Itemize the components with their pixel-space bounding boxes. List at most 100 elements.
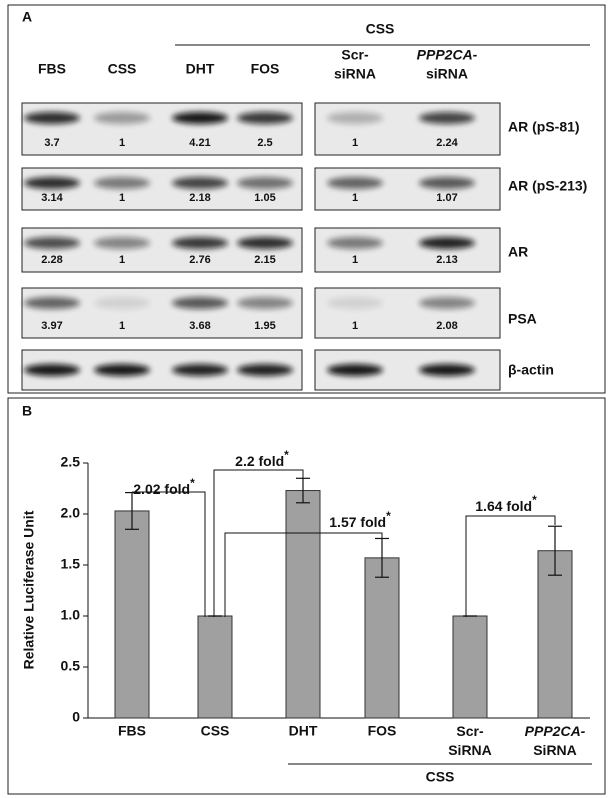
bar (452, 615, 488, 719)
annotation: 2.2 fold* (235, 448, 289, 469)
blot-band (94, 112, 150, 124)
band-value: 1.05 (254, 192, 275, 204)
blot-band (237, 364, 293, 376)
blot-band (327, 237, 383, 249)
panel-b-label: B (22, 403, 32, 419)
band-value: 1 (119, 254, 125, 266)
x-tick-label: CSS (201, 723, 230, 739)
css-header: CSS (366, 21, 395, 37)
x-tick-line: PPP2CA- (525, 723, 586, 739)
panel-a-label: A (22, 9, 32, 25)
blot-band (94, 237, 150, 249)
annotation: 1.57 fold* (329, 509, 391, 530)
band-value: 3.68 (189, 320, 210, 332)
annotation-sup: * (386, 509, 391, 523)
row-label: β-actin (508, 362, 554, 378)
band-value: 1 (119, 192, 125, 204)
blot-band (327, 112, 383, 124)
column-label: FOS (251, 61, 280, 77)
band-value: 2.13 (436, 254, 457, 266)
blot-band (94, 297, 150, 309)
bar (537, 550, 573, 719)
y-tick-label: 0.5 (61, 658, 81, 674)
row-label: AR (pS-81) (508, 119, 580, 135)
annotation-text: 1.64 fold (475, 498, 532, 514)
blot-band (24, 112, 80, 124)
significance-bracket (213, 469, 304, 617)
blot-band (237, 112, 293, 124)
band-value: 2.18 (189, 192, 210, 204)
column-label: siRNA (426, 66, 468, 82)
column-label: CSS (108, 61, 137, 77)
blot-box (21, 102, 303, 156)
annotation: 2.02 fold* (133, 476, 195, 497)
blot-band (237, 177, 293, 189)
annotation-text: 2.2 fold (235, 453, 284, 469)
group-label: CSS (426, 769, 455, 785)
panel-b-frame (7, 397, 606, 795)
blot-band (172, 112, 228, 124)
blot-band (419, 112, 475, 124)
band-value: 1 (352, 320, 358, 332)
blot-band (327, 297, 383, 309)
row-label: AR (pS-213) (508, 178, 587, 194)
column-label: FBS (38, 61, 66, 77)
bar (364, 557, 400, 719)
panel-a-frame (7, 4, 606, 394)
annotation: 1.64 fold* (475, 493, 537, 514)
band-value: 2.24 (436, 137, 458, 149)
y-tick-label: 1.5 (61, 556, 81, 572)
bar-chart: B Relative Luciferase Unit 0 0.5 1.0 1.5 2.0 2.… (21, 403, 592, 785)
blot-box (314, 167, 501, 211)
bar (114, 510, 150, 719)
blot-band (237, 237, 293, 249)
blot-band (327, 364, 383, 376)
blot-panel: FBS CSS DHT FOS Scr-siRNA PPP2CA-siRNA 3.7 1 4.2… (21, 47, 587, 391)
blot-box (21, 167, 303, 211)
blot-band (327, 177, 383, 189)
row-label: PSA (508, 311, 537, 327)
band-value: 1 (352, 137, 358, 149)
error-bar (125, 491, 139, 530)
band-value: 3.97 (41, 320, 62, 332)
blot-band (419, 237, 475, 249)
blot-box (314, 227, 501, 273)
annotation-sup: * (532, 493, 537, 507)
x-tick-line: Scr- (456, 723, 484, 739)
blot-band (24, 237, 80, 249)
band-value: 2.15 (254, 254, 275, 266)
band-value: 1 (352, 192, 358, 204)
blot-band (419, 177, 475, 189)
band-value: 2.5 (257, 137, 272, 149)
blot-band (172, 297, 228, 309)
y-tick-label: 1.0 (61, 607, 81, 623)
band-value: 3.14 (41, 192, 63, 204)
column-label: DHT (186, 61, 215, 77)
error-bar (375, 537, 389, 578)
band-value: 2.76 (189, 254, 210, 266)
significance-bracket (132, 491, 206, 617)
x-tick-line: SiRNA (533, 742, 577, 758)
blot-box (314, 287, 501, 339)
annotation-text: 2.02 fold (133, 481, 190, 497)
blot-band (24, 364, 80, 376)
x-tick-line: SiRNA (448, 742, 492, 758)
annotation-sup: * (190, 476, 195, 490)
column-label: PPP2CA- (417, 47, 478, 63)
blot-band (94, 364, 150, 376)
x-tick-label: Scr- SiRNA (448, 723, 492, 758)
x-tick-label: FOS (368, 723, 397, 739)
band-value: 3.7 (44, 137, 59, 149)
blot-band (419, 364, 475, 376)
blot-box (314, 102, 501, 156)
blot-box (21, 227, 303, 273)
error-bar (296, 477, 310, 504)
significance-bracket (224, 532, 383, 617)
annotation-sup: * (284, 448, 289, 462)
band-value: 1 (119, 137, 125, 149)
band-value: 2.28 (41, 254, 62, 266)
y-axis-label: Relative Luciferase Unit (21, 510, 37, 669)
blot-band (419, 297, 475, 309)
annotation-text: 1.57 fold (329, 514, 386, 530)
